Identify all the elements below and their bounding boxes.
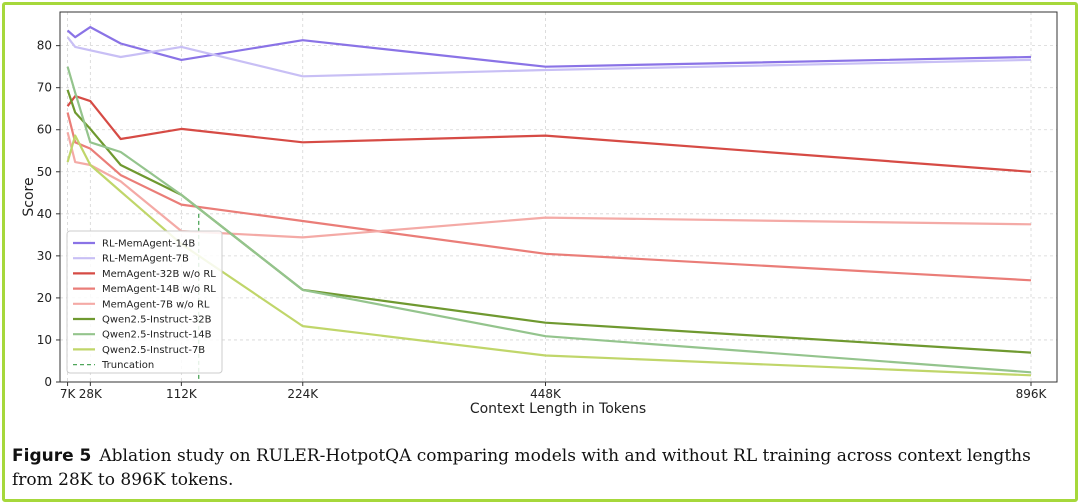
series-line	[66, 132, 1032, 239]
y-tick-label: 10	[37, 333, 52, 347]
series-line	[66, 26, 1032, 68]
legend-label: Qwen2.5-Instruct-32B	[102, 315, 212, 326]
series-line	[66, 134, 1032, 377]
x-tick-label: 112K	[166, 387, 198, 401]
y-tick-label: 40	[37, 207, 52, 221]
legend-label: MemAgent-14B w/o RL	[102, 284, 216, 295]
series-line	[66, 66, 1032, 374]
series-line	[66, 36, 1032, 78]
caption-text: Ablation study on RULER-HotpotQA compari…	[12, 446, 1031, 490]
x-tick-label: 896K	[1016, 387, 1048, 401]
x-tick-label: 224K	[287, 387, 319, 401]
y-axis-label: Score	[21, 177, 37, 216]
y-tick-label: 50	[37, 165, 52, 179]
y-tick-label: 60	[37, 123, 52, 137]
legend-label: MemAgent-32B w/o RL	[102, 269, 216, 280]
x-tick-label: 7K	[60, 387, 77, 401]
x-tick-label: 28K	[79, 387, 103, 401]
x-tick-label: 448K	[530, 387, 562, 401]
series-line	[66, 94, 1032, 173]
legend-label: RL-MemAgent-14B	[102, 239, 195, 250]
series-line	[66, 112, 1032, 282]
y-tick-label: 80	[37, 39, 52, 53]
legend-label: Qwen2.5-Instruct-14B	[102, 330, 212, 341]
series-lines	[66, 26, 1032, 377]
legend-label: MemAgent-7B w/o RL	[102, 299, 210, 310]
figure-caption: Figure 5 Ablation study on RULER-HotpotQA…	[12, 444, 1066, 492]
legend-label: Truncation	[101, 360, 154, 371]
y-tick-label: 70	[37, 81, 52, 95]
x-axis-label: Context Length in Tokens	[470, 401, 646, 417]
y-tick-label: 30	[37, 249, 52, 263]
axis-ticks: 0 10 20 30 40 50 60 70 80 7K 28K 112K 224K 448K 896K	[37, 39, 1048, 401]
figure-label: Figure 5	[12, 446, 92, 466]
line-chart: 0 10 20 30 40 50 60 70 80 7K 28K 112K 224K 448K 896K C…	[21, 11, 1058, 417]
legend: RL-MemAgent-14B RL-MemAgent-7B MemAgent-32…	[66, 230, 223, 374]
y-tick-label: 0	[44, 375, 52, 389]
legend-label: Qwen2.5-Instruct-7B	[102, 345, 205, 356]
plot-area-border	[59, 11, 1058, 383]
legend-label: RL-MemAgent-7B	[102, 254, 189, 265]
series-line	[66, 89, 1032, 354]
legend-box	[66, 230, 223, 374]
y-tick-label: 20	[37, 291, 52, 305]
